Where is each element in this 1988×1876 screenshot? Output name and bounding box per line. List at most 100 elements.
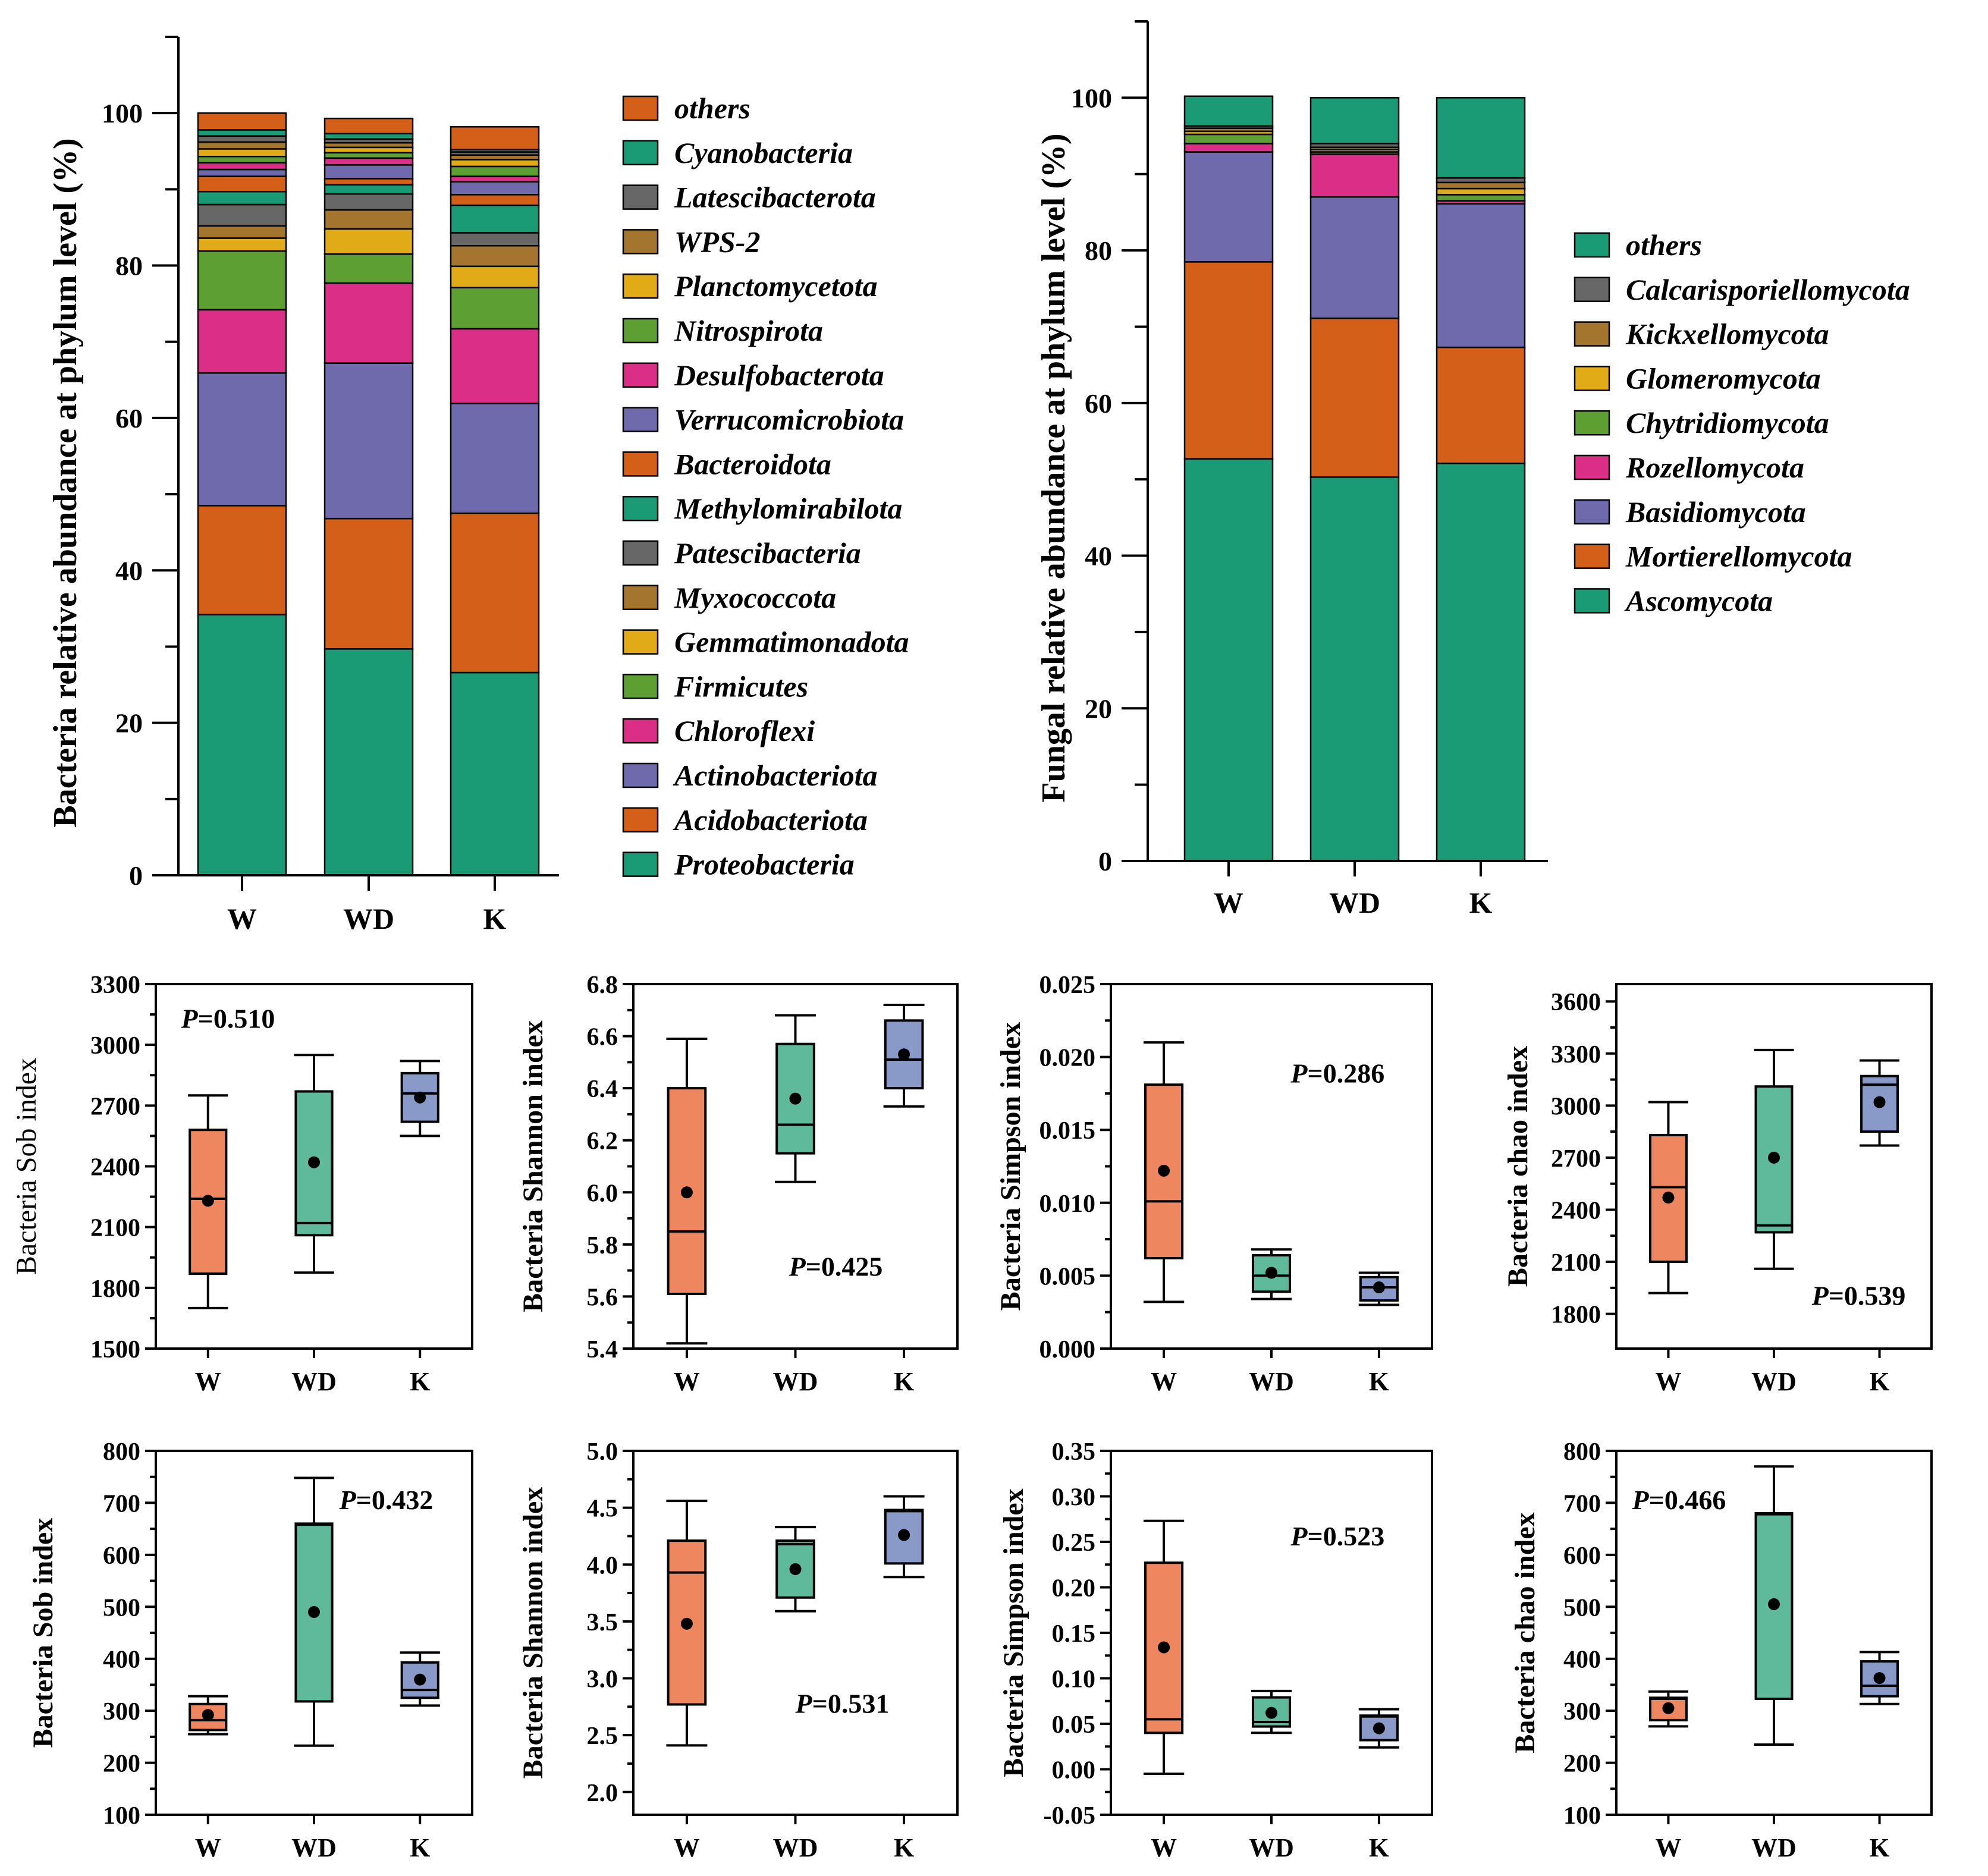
p-value: =0.523 bbox=[1308, 1521, 1385, 1551]
bar-segment bbox=[197, 250, 287, 311]
y-tick-label: 100 bbox=[1563, 1802, 1601, 1830]
y-tick-label: 1800 bbox=[1551, 1302, 1601, 1329]
legend-label: Bacteroidota bbox=[674, 447, 831, 480]
box-WD bbox=[1251, 1689, 1292, 1734]
bar-segment bbox=[1309, 318, 1400, 478]
y-tick-label: 800 bbox=[1563, 1438, 1601, 1466]
legend-swatch bbox=[622, 807, 659, 833]
bar-segment bbox=[324, 648, 414, 876]
box-K bbox=[400, 1651, 440, 1707]
box-K bbox=[1358, 1708, 1400, 1749]
p-value-annotation: P=0.539 bbox=[1811, 1280, 1906, 1311]
legend-label: Myxococcota bbox=[674, 581, 836, 614]
y-tick-label: 80 bbox=[115, 251, 143, 281]
y-tick-label: 0.20 bbox=[1052, 1575, 1096, 1602]
bar-segment bbox=[197, 129, 287, 137]
y-axis-label: Bacteria Sob index bbox=[27, 1518, 59, 1748]
box-WD bbox=[1754, 1465, 1794, 1746]
box-K bbox=[883, 1495, 925, 1579]
boxplot-bact-simpson: 0.000 0.005 0.010 0.015 0.020 0.025 W WD K Bacter… bbox=[995, 972, 1433, 1396]
y-tick-label: 3300 bbox=[1551, 1041, 1601, 1069]
y-tick-label: 0.25 bbox=[1052, 1529, 1096, 1557]
legend-swatch bbox=[1574, 232, 1610, 258]
legend-label: Proteobacteria bbox=[674, 848, 855, 881]
mean-point bbox=[898, 1048, 910, 1061]
bar-segment bbox=[324, 164, 414, 180]
boxplot-fung-shannon: 2.0 2.5 3.0 3.5 4.0 4.5 5.0 W WD K Bacteria Shanno… bbox=[517, 1438, 959, 1862]
legend-label: Rozellomycota bbox=[1625, 451, 1804, 484]
mean-point bbox=[202, 1195, 214, 1207]
bar-segment bbox=[324, 146, 414, 154]
bar-segment bbox=[1436, 181, 1526, 190]
bar-segment bbox=[197, 505, 287, 615]
y-tick-label: 20 bbox=[1085, 693, 1112, 724]
box-iqr bbox=[400, 1661, 439, 1699]
x-tick-label: K bbox=[1869, 1833, 1889, 1862]
y-tick-label: 500 bbox=[103, 1594, 140, 1622]
y-tick-label: 100 bbox=[102, 98, 143, 128]
bar-segment bbox=[1183, 133, 1274, 144]
y-tick-label: 700 bbox=[1563, 1490, 1601, 1517]
mean-point bbox=[1768, 1598, 1780, 1610]
y-tick-label: 100 bbox=[1071, 83, 1112, 113]
bar-segment bbox=[450, 328, 540, 404]
box-W bbox=[188, 1094, 228, 1309]
y-tick-label: 0.05 bbox=[1052, 1711, 1096, 1739]
legend-label: Basidiomycota bbox=[1625, 495, 1806, 529]
mean-point bbox=[789, 1092, 802, 1105]
x-tick-label: W bbox=[195, 1367, 221, 1396]
y-tick-label: 6.8 bbox=[587, 972, 618, 999]
y-tick-label: 2700 bbox=[90, 1093, 140, 1120]
x-tick-label: W bbox=[195, 1833, 221, 1862]
x-tick-label: W bbox=[1655, 1833, 1681, 1862]
y-tick-label: 5.4 bbox=[587, 1336, 618, 1363]
bar-segment bbox=[450, 403, 540, 514]
bar-segment bbox=[197, 135, 287, 143]
p-symbol: P bbox=[789, 1251, 806, 1281]
legend-swatch bbox=[622, 718, 659, 744]
y-tick-label: 3300 bbox=[90, 972, 140, 999]
mean-point bbox=[308, 1156, 320, 1168]
bar-segment bbox=[197, 175, 287, 193]
y-tick-label: 0.005 bbox=[1039, 1263, 1096, 1290]
boxplot-bact-shannon: 5.4 5.6 5.8 6.0 6.2 6.4 6.6 6.8 W WD K Bacteria Sha… bbox=[517, 972, 959, 1396]
box-iqr bbox=[667, 1539, 707, 1706]
y-axis-label: Bacteria Shannon index bbox=[517, 1487, 549, 1779]
bar-segment bbox=[1183, 261, 1274, 460]
y-tick-label: 600 bbox=[1563, 1542, 1601, 1570]
legend-label: Nitrospirota bbox=[674, 314, 823, 347]
legend-swatch bbox=[1574, 321, 1610, 347]
mean-point bbox=[680, 1617, 693, 1630]
y-tick-label: 0.10 bbox=[1052, 1666, 1096, 1693]
x-tick-label: W bbox=[227, 902, 257, 935]
y-tick-label: 0.020 bbox=[1039, 1045, 1096, 1072]
stacked-chart-fungi-phylum: 0 20 40 60 80 100 W WD K Fungal relative abundanc… bbox=[1035, 20, 1910, 919]
bar-segment bbox=[450, 671, 540, 876]
bar-segment bbox=[197, 141, 287, 150]
legend-label: Methylomirabilota bbox=[674, 492, 902, 525]
bar-segment bbox=[450, 159, 540, 168]
bar-segment bbox=[450, 205, 540, 234]
y-tick-label: 400 bbox=[1563, 1646, 1601, 1674]
legend-swatch bbox=[1574, 276, 1610, 303]
p-symbol: P bbox=[1811, 1280, 1829, 1311]
bar-segment bbox=[1436, 187, 1526, 196]
box-K bbox=[1860, 1059, 1900, 1147]
bar-segment bbox=[1436, 346, 1526, 464]
bar-segment bbox=[324, 517, 414, 650]
y-tick-label: 700 bbox=[103, 1490, 140, 1517]
legend-label: others bbox=[674, 92, 750, 125]
box-WD bbox=[1251, 1248, 1292, 1300]
x-tick-label: W bbox=[1151, 1367, 1177, 1396]
bar-segment bbox=[450, 165, 540, 177]
bar-segment bbox=[450, 265, 540, 288]
bar-segment bbox=[197, 190, 287, 206]
legend-label: Gemmatimonadota bbox=[674, 626, 909, 659]
bar-segment bbox=[1436, 462, 1526, 862]
bar-segment bbox=[1183, 95, 1274, 127]
x-tick-label: K bbox=[894, 1367, 914, 1396]
y-tick-label: 40 bbox=[115, 555, 143, 586]
mean-point bbox=[1158, 1641, 1170, 1654]
legend: others Calcarisporiellomycota Kickxellomyc… bbox=[1574, 228, 1910, 617]
p-symbol: P bbox=[1290, 1058, 1308, 1089]
